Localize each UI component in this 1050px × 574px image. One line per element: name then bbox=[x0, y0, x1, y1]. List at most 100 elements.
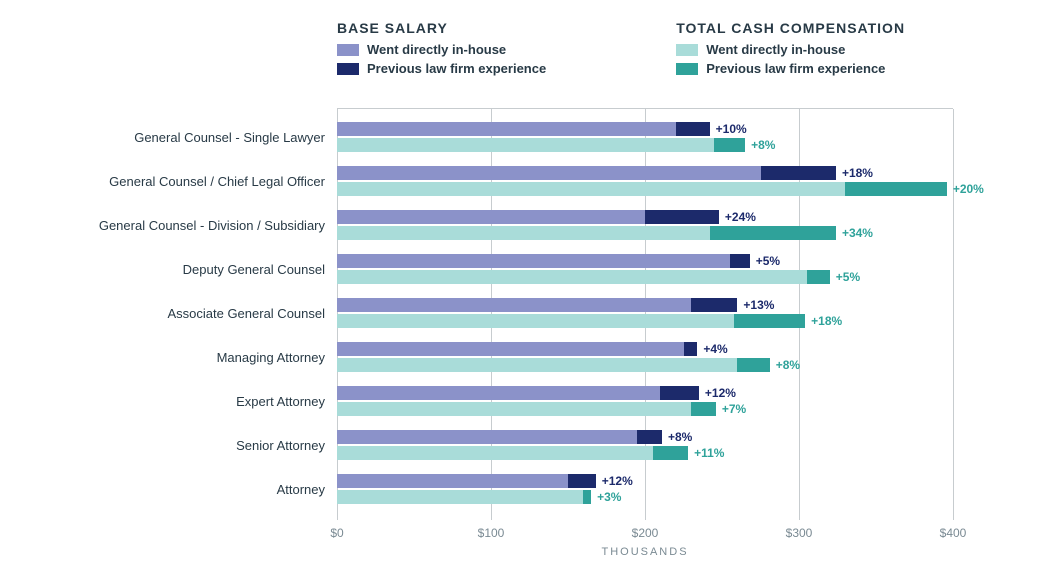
base-direct-segment bbox=[337, 474, 568, 488]
base-pct-label: +8% bbox=[668, 430, 692, 444]
base-direct-segment bbox=[337, 210, 645, 224]
tcc-direct-segment bbox=[337, 358, 737, 372]
category-label: Managing Attorney bbox=[0, 350, 325, 365]
base-prev-segment bbox=[660, 386, 699, 400]
tcc-pct-label: +5% bbox=[836, 270, 860, 284]
tcc-pct-label: +3% bbox=[597, 490, 621, 504]
base-direct-segment bbox=[337, 254, 730, 268]
legend-label: Went directly in-house bbox=[706, 42, 845, 57]
base-prev-segment bbox=[637, 430, 662, 444]
base-pct-label: +4% bbox=[703, 342, 727, 356]
x-axis-title: THOUSANDS bbox=[337, 546, 953, 558]
tcc-pct-label: +11% bbox=[694, 446, 724, 460]
base-pct-label: +12% bbox=[705, 386, 736, 400]
legend-item: Previous law firm experience bbox=[676, 61, 905, 76]
base-pct-label: +18% bbox=[842, 166, 873, 180]
tcc-prev-segment bbox=[737, 358, 769, 372]
legend-swatch bbox=[337, 63, 359, 75]
legend-label: Previous law firm experience bbox=[367, 61, 546, 76]
legend-item: Previous law firm experience bbox=[337, 61, 546, 76]
base-pct-label: +13% bbox=[743, 298, 774, 312]
category-row: Expert Attorney +12% +7% bbox=[0, 382, 1050, 422]
bar-pair: +12% +7% bbox=[337, 386, 953, 418]
base-prev-segment bbox=[568, 474, 596, 488]
tcc-direct-segment bbox=[337, 226, 710, 240]
legend-label: Went directly in-house bbox=[367, 42, 506, 57]
tcc-prev-segment bbox=[710, 226, 836, 240]
bar-pair: +4% +8% bbox=[337, 342, 953, 374]
x-tick-label: $0 bbox=[330, 526, 343, 540]
category-row: General Counsel / Chief Legal Officer +18… bbox=[0, 162, 1050, 202]
tcc-direct-segment bbox=[337, 490, 583, 504]
legend-item: Went directly in-house bbox=[676, 42, 905, 57]
tcc-direct-segment bbox=[337, 138, 714, 152]
category-label: General Counsel - Single Lawyer bbox=[0, 130, 325, 145]
tcc-direct-segment bbox=[337, 270, 807, 284]
tcc-prev-segment bbox=[714, 138, 745, 152]
tcc-direct-segment bbox=[337, 182, 845, 196]
tcc-pct-label: +7% bbox=[722, 402, 746, 416]
base-prev-segment bbox=[684, 342, 698, 356]
legend-swatch bbox=[676, 63, 698, 75]
bar-pair: +5% +5% bbox=[337, 254, 953, 286]
category-label: Deputy General Counsel bbox=[0, 262, 325, 277]
bar-pair: +13% +18% bbox=[337, 298, 953, 330]
category-row: Deputy General Counsel +5% +5% bbox=[0, 250, 1050, 290]
base-direct-segment bbox=[337, 122, 676, 136]
tcc-pct-label: +8% bbox=[751, 138, 775, 152]
tcc-prev-segment bbox=[583, 490, 591, 504]
base-direct-segment bbox=[337, 342, 684, 356]
category-row: Associate General Counsel +13% +18% bbox=[0, 294, 1050, 334]
legend-label: Previous law firm experience bbox=[706, 61, 885, 76]
bar-pair: +24% +34% bbox=[337, 210, 953, 242]
category-row: Senior Attorney +8%+11% bbox=[0, 426, 1050, 466]
base-prev-segment bbox=[730, 254, 750, 268]
base-prev-segment bbox=[761, 166, 836, 180]
tcc-pct-label: +34% bbox=[842, 226, 873, 240]
tcc-direct-segment bbox=[337, 446, 653, 460]
category-label: Associate General Counsel bbox=[0, 306, 325, 321]
base-pct-label: +5% bbox=[756, 254, 780, 268]
category-label: Attorney bbox=[0, 482, 325, 497]
category-label: Expert Attorney bbox=[0, 394, 325, 409]
base-pct-label: +12% bbox=[602, 474, 633, 488]
base-direct-segment bbox=[337, 166, 761, 180]
base-pct-label: +24% bbox=[725, 210, 756, 224]
base-prev-segment bbox=[676, 122, 710, 136]
category-row: General Counsel - Single Lawyer +10% +8% bbox=[0, 118, 1050, 158]
legend-title: BASE SALARY bbox=[337, 20, 546, 36]
base-direct-segment bbox=[337, 430, 637, 444]
legend-title: TOTAL CASH COMPENSATION bbox=[676, 20, 905, 36]
tcc-prev-segment bbox=[807, 270, 830, 284]
tcc-pct-label: +8% bbox=[776, 358, 800, 372]
legend-swatch bbox=[337, 44, 359, 56]
tcc-prev-segment bbox=[845, 182, 947, 196]
tcc-prev-segment bbox=[734, 314, 805, 328]
legend-swatch bbox=[676, 44, 698, 56]
legend-column: TOTAL CASH COMPENSATION Went directly in-… bbox=[676, 20, 905, 80]
x-tick-label: $100 bbox=[478, 526, 505, 540]
bar-pair: +18%+20% bbox=[337, 166, 953, 198]
legend-item: Went directly in-house bbox=[337, 42, 546, 57]
bar-pair: +8%+11% bbox=[337, 430, 953, 462]
legend-column: BASE SALARY Went directly in-house Previou… bbox=[337, 20, 546, 80]
chart-container: BASE SALARY Went directly in-house Previou… bbox=[0, 0, 1050, 574]
tcc-pct-label: +18% bbox=[811, 314, 842, 328]
tcc-direct-segment bbox=[337, 314, 734, 328]
tcc-pct-label: +20% bbox=[953, 182, 984, 196]
base-direct-segment bbox=[337, 298, 691, 312]
base-pct-label: +10% bbox=[716, 122, 747, 136]
category-row: Attorney +12% +3% bbox=[0, 470, 1050, 510]
category-label: General Counsel - Division / Subsidiary bbox=[0, 218, 325, 233]
category-row: General Counsel - Division / Subsidiary +… bbox=[0, 206, 1050, 246]
category-row: Managing Attorney +4% +8% bbox=[0, 338, 1050, 378]
category-label: General Counsel / Chief Legal Officer bbox=[0, 174, 325, 189]
category-label: Senior Attorney bbox=[0, 438, 325, 453]
tcc-direct-segment bbox=[337, 402, 691, 416]
tcc-prev-segment bbox=[691, 402, 716, 416]
chart-plot-area: General Counsel - Single Lawyer+10%+8%Ge… bbox=[0, 108, 1050, 528]
x-tick-label: $400 bbox=[940, 526, 967, 540]
tcc-prev-segment bbox=[653, 446, 688, 460]
x-tick-label: $300 bbox=[786, 526, 813, 540]
base-prev-segment bbox=[691, 298, 737, 312]
